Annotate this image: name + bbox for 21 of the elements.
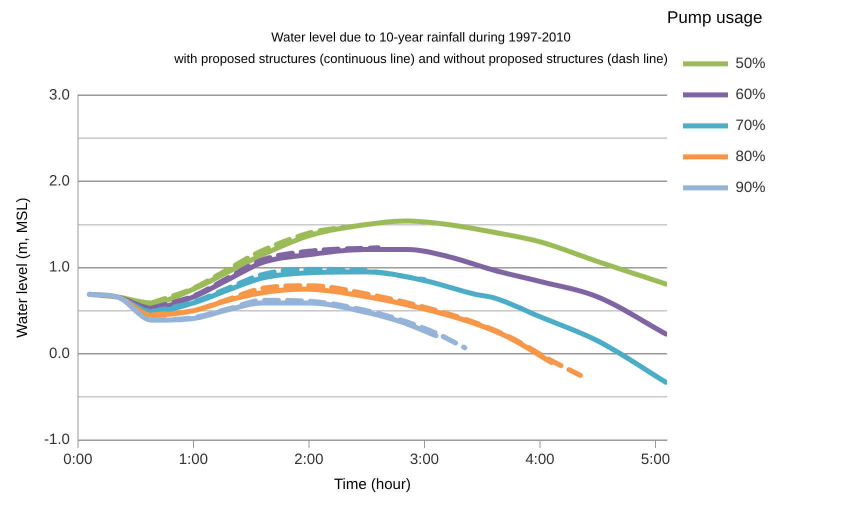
legend-label: 90%	[736, 179, 766, 196]
x-tick-label: 2:00	[294, 451, 324, 468]
legend-label: 60%	[736, 86, 766, 104]
y-tick-label: -1.0	[44, 431, 70, 448]
chart-title: Water level due to 10-year rainfall during 1997-2010	[271, 29, 571, 44]
legend-label: 50%	[736, 55, 766, 72]
legend-label: 70%	[736, 117, 766, 134]
x-tick-label: 0:00	[63, 451, 92, 468]
y-tick-label: 0.0	[48, 344, 70, 362]
x-tick-label: 3:00	[410, 451, 440, 468]
x-tick-label: 4:00	[525, 451, 555, 468]
x-tick-label: 5:00	[640, 451, 670, 468]
chart-subtitle: with proposed structures (continuous line) and without proposed structures (dash line)	[173, 50, 668, 66]
x-axis-title: Time (hour)	[334, 476, 411, 494]
x-tick-label: 1:00	[178, 451, 208, 468]
legend-title: Pump usage	[667, 8, 762, 28]
y-tick-label: 2.0	[48, 172, 70, 190]
y-tick-label: 3.0	[48, 86, 70, 104]
legend-label: 80%	[736, 148, 766, 166]
y-axis-title: Water level (m, MSL)	[14, 197, 32, 338]
y-tick-label: 1.0	[48, 258, 70, 276]
